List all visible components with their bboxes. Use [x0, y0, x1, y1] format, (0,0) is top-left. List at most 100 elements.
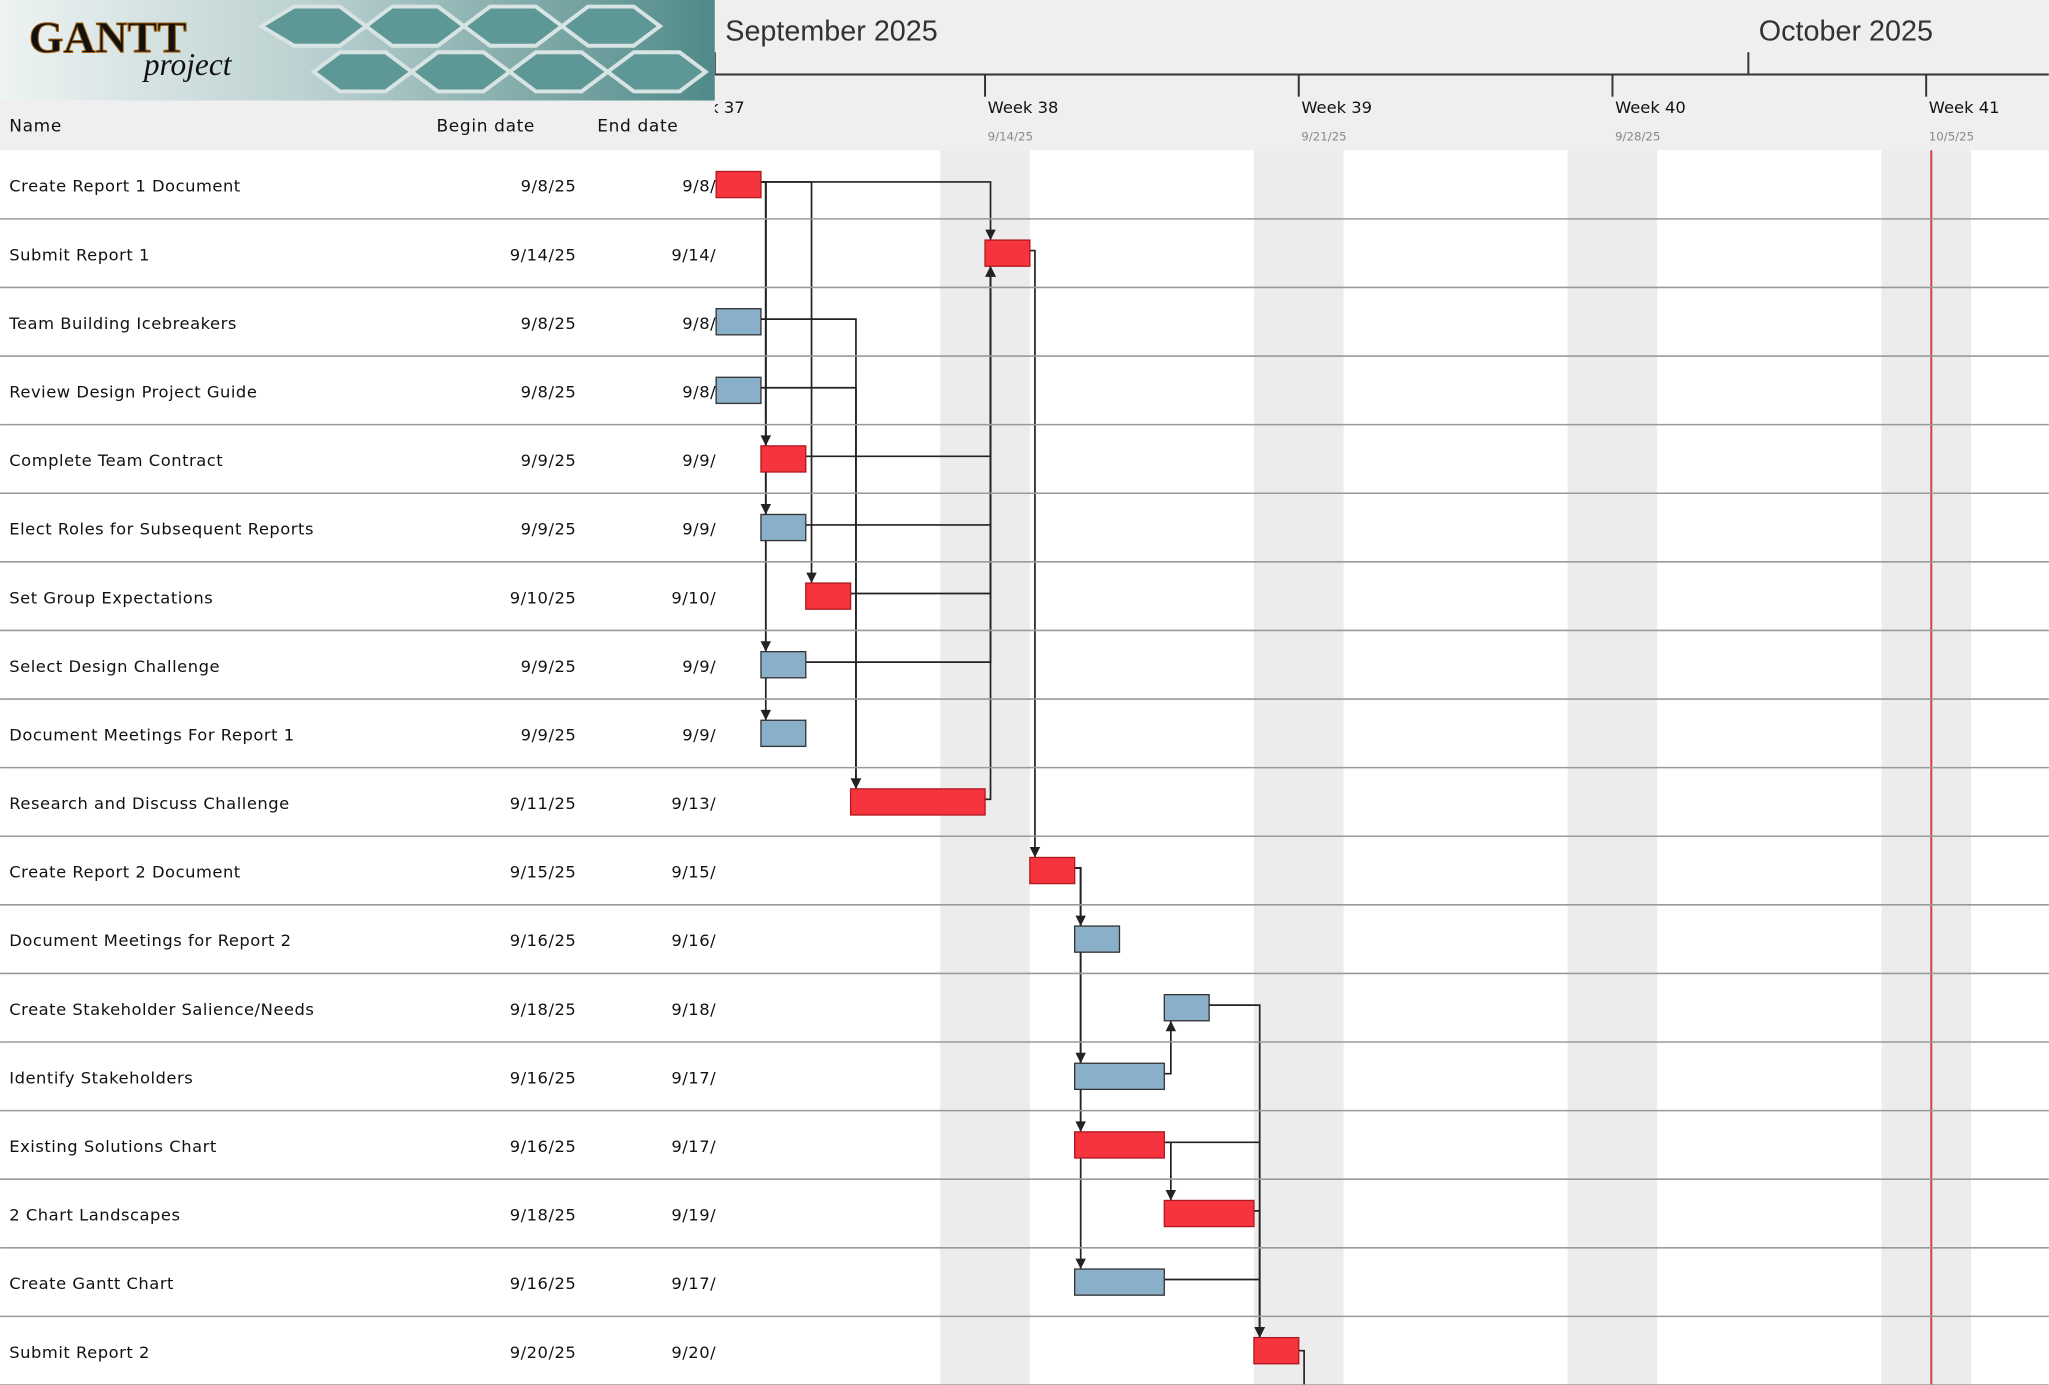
task-name[interactable]: Review Design Project Guide [9, 382, 257, 401]
begin-date[interactable]: 9/18/25 [510, 1000, 577, 1019]
end-date[interactable]: 9/17/ [671, 1137, 716, 1156]
begin-date[interactable]: 9/9/25 [521, 725, 577, 744]
end-date[interactable]: 9/8/ [682, 382, 716, 401]
task-bar[interactable] [760, 445, 807, 473]
end-date[interactable]: 9/20/ [671, 1343, 716, 1362]
task-name[interactable]: Create Stakeholder Salience/Needs [9, 1000, 314, 1019]
column-header[interactable]: Name [9, 117, 62, 137]
task-name[interactable]: Complete Team Contract [9, 451, 223, 470]
task-bar[interactable] [805, 582, 852, 610]
begin-date[interactable]: 9/10/25 [510, 588, 577, 607]
task-bar[interactable] [715, 376, 762, 405]
task-name[interactable]: Team Building Icebreakers [8, 314, 237, 333]
arrow-head [806, 572, 817, 584]
dependency-arrow [1298, 1349, 1305, 1385]
task-name[interactable]: Existing Solutions Chart [9, 1137, 217, 1156]
dependency-arrow [1164, 1020, 1172, 1075]
end-date[interactable]: 9/9/ [682, 657, 716, 676]
begin-date[interactable]: 9/16/25 [510, 1137, 577, 1156]
end-date[interactable]: 9/13/ [671, 794, 716, 813]
end-date[interactable]: 9/15/ [671, 863, 716, 882]
begin-date[interactable]: 9/16/25 [510, 931, 577, 950]
dependency-arrow [760, 318, 857, 789]
task-bar[interactable] [849, 788, 986, 816]
arrow-head [1029, 847, 1041, 858]
end-date[interactable]: 9/8/ [682, 177, 716, 196]
dependency-arrow [1164, 1278, 1261, 1338]
task-name[interactable]: Document Meetings for Report 2 [9, 931, 291, 950]
end-date[interactable]: 9/14/ [671, 245, 716, 264]
task-bar[interactable] [760, 651, 807, 679]
task-bar[interactable] [715, 170, 762, 199]
end-date[interactable]: 9/17/ [671, 1274, 716, 1293]
task-table: Create Report 1 Document 9/8/25 9/8/Submit… [8, 177, 716, 1362]
dependency-arrow [985, 266, 992, 801]
end-date[interactable]: 9/9/ [682, 520, 716, 539]
task-name[interactable]: Create Report 2 Document [9, 863, 241, 882]
end-date[interactable]: 9/10/ [671, 588, 716, 607]
task-bar[interactable] [1029, 856, 1076, 885]
begin-date[interactable]: 9/14/25 [510, 245, 577, 264]
column-header[interactable]: Begin date [437, 117, 536, 137]
begin-date[interactable]: 9/20/25 [510, 1343, 577, 1362]
begin-date[interactable]: 9/15/25 [510, 863, 577, 882]
task-name[interactable]: Elect Roles for Subsequent Reports [9, 520, 314, 539]
column-header[interactable]: End date [597, 117, 678, 137]
task-bar[interactable] [760, 513, 807, 542]
week-label: Week 41 [1929, 98, 2000, 117]
task-name[interactable]: Create Gantt Chart [9, 1274, 174, 1293]
task-name[interactable]: 2 Chart Landscapes [9, 1206, 180, 1225]
week-label: Week 37 [674, 98, 745, 117]
begin-date[interactable]: 9/9/25 [521, 451, 577, 470]
end-date[interactable]: 9/17/ [671, 1068, 716, 1087]
task-name[interactable]: Select Design Challenge [9, 657, 220, 676]
end-date[interactable]: 9/19/ [671, 1206, 716, 1225]
task-bar[interactable] [1163, 1199, 1255, 1228]
begin-date[interactable]: 9/16/25 [510, 1274, 577, 1293]
task-bar[interactable] [1074, 1268, 1165, 1296]
arrow-head [985, 266, 996, 277]
dependency-arrow [1074, 867, 1082, 1132]
task-name[interactable]: Submit Report 1 [9, 245, 150, 264]
begin-date[interactable]: 9/8/25 [521, 314, 577, 333]
dependency-arrow [1029, 249, 1036, 858]
task-name[interactable]: Set Group Expectations [9, 588, 213, 607]
task-name[interactable]: Research and Discuss Challenge [9, 794, 289, 813]
task-bar[interactable] [1074, 1062, 1165, 1091]
begin-date[interactable]: 9/18/25 [510, 1206, 577, 1225]
month-label: October 2025 [1759, 15, 1933, 47]
task-name[interactable]: Create Report 1 Document [9, 177, 241, 196]
dependency-arrow [1074, 867, 1082, 1064]
begin-date[interactable]: 9/8/25 [521, 177, 577, 196]
task-bar[interactable] [1074, 1131, 1165, 1159]
end-date[interactable]: 9/16/ [671, 931, 716, 950]
begin-date[interactable]: 9/16/25 [510, 1068, 577, 1087]
begin-date[interactable]: 9/11/25 [510, 794, 577, 813]
begin-date[interactable]: 9/9/25 [521, 520, 577, 539]
logo: GANTT project [0, 0, 715, 101]
begin-date[interactable]: 9/8/25 [521, 382, 577, 401]
arrow-head [850, 778, 862, 789]
end-date[interactable]: 9/8/ [682, 314, 716, 333]
week-label: Week 40 [1615, 98, 1686, 117]
task-name[interactable]: Submit Report 2 [9, 1343, 150, 1362]
task-bar[interactable] [715, 308, 762, 336]
task-bar[interactable] [984, 239, 1031, 267]
week-label: Week 39 [1301, 98, 1372, 117]
task-bar[interactable] [760, 719, 807, 748]
week-date: 9/14/25 [988, 130, 1033, 144]
end-date[interactable]: 9/9/ [682, 451, 716, 470]
dependency-arrow [760, 181, 992, 241]
end-date[interactable]: 9/9/ [682, 725, 716, 744]
end-date[interactable]: 9/18/ [671, 1000, 716, 1019]
begin-date[interactable]: 9/9/25 [521, 657, 577, 676]
task-bar[interactable] [1163, 993, 1210, 1022]
task-name[interactable]: Identify Stakeholders [9, 1068, 193, 1087]
task-bar[interactable] [1074, 925, 1121, 953]
task-name[interactable]: Document Meetings For Report 1 [9, 725, 294, 744]
task-bar[interactable] [1253, 1336, 1300, 1365]
arrow-head [1254, 1327, 1265, 1338]
